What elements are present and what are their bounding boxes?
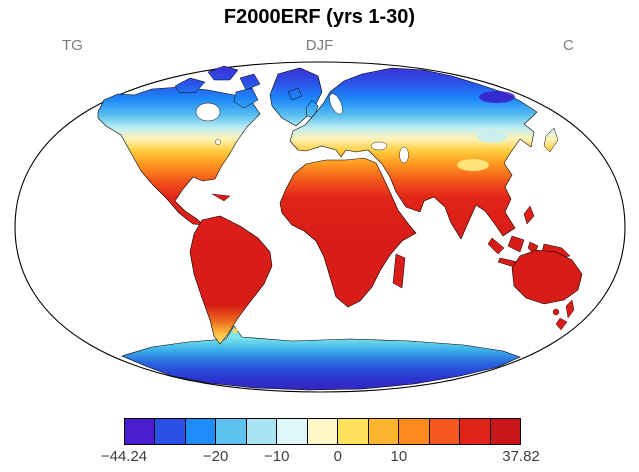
colorbar-tick-label: −20	[202, 448, 229, 465]
colorbar-cell	[185, 419, 217, 444]
season-label: DJF	[305, 37, 334, 54]
page-title: F2000ERF (yrs 1-30)	[223, 6, 416, 28]
colorbar-tick-label: −10	[263, 448, 290, 465]
colorbar	[124, 418, 521, 445]
colorbar-cell	[307, 419, 339, 444]
tibet-plateau-patch	[457, 159, 489, 171]
hudson-bay	[195, 102, 221, 122]
canadian-arctic-islands	[174, 65, 261, 109]
colorbar-cell	[490, 419, 521, 444]
continent-eurasia	[289, 67, 538, 240]
colorbar-tick-label: 37.82	[502, 448, 540, 465]
colorbar-tick-label: −44.24	[100, 448, 148, 465]
continent-south-america	[189, 215, 273, 345]
colorbar-cell	[155, 419, 186, 444]
black-sea	[370, 141, 388, 151]
caribbean-islands	[211, 193, 231, 202]
siberia-cold-patch	[479, 91, 515, 103]
baltic-sea	[329, 93, 343, 115]
mongolia-cool-patch	[477, 131, 507, 143]
colorbar-cell	[277, 419, 308, 444]
great-lakes	[215, 139, 221, 145]
colorbar-cell	[125, 419, 156, 444]
colorbar-cells	[125, 419, 521, 444]
colorbar-tick-label: 10	[390, 448, 408, 465]
colorbar-cell	[216, 419, 247, 444]
variable-label: TG	[62, 37, 83, 54]
new-zealand	[555, 299, 575, 331]
japan	[543, 127, 559, 153]
colorbar-cell	[399, 419, 430, 444]
antarctic-peninsula-warm-spot	[232, 328, 238, 334]
colorbar-cell	[338, 419, 369, 444]
colorbar-cell	[460, 419, 491, 444]
continent-australia	[511, 249, 583, 305]
caspian-sea	[399, 146, 409, 164]
units-label: C	[563, 37, 574, 54]
continent-africa	[279, 157, 417, 308]
colorbar-cell	[429, 419, 461, 444]
colorbar-cell	[368, 419, 400, 444]
madagascar	[392, 253, 406, 289]
tasmania	[552, 308, 560, 316]
colorbar-cell	[246, 419, 278, 444]
colorbar-ticks: −44.24 −20 −10 0 10 37.82	[101, 448, 540, 468]
iceland	[287, 87, 303, 101]
colorbar-tick-label: 0	[333, 448, 342, 465]
